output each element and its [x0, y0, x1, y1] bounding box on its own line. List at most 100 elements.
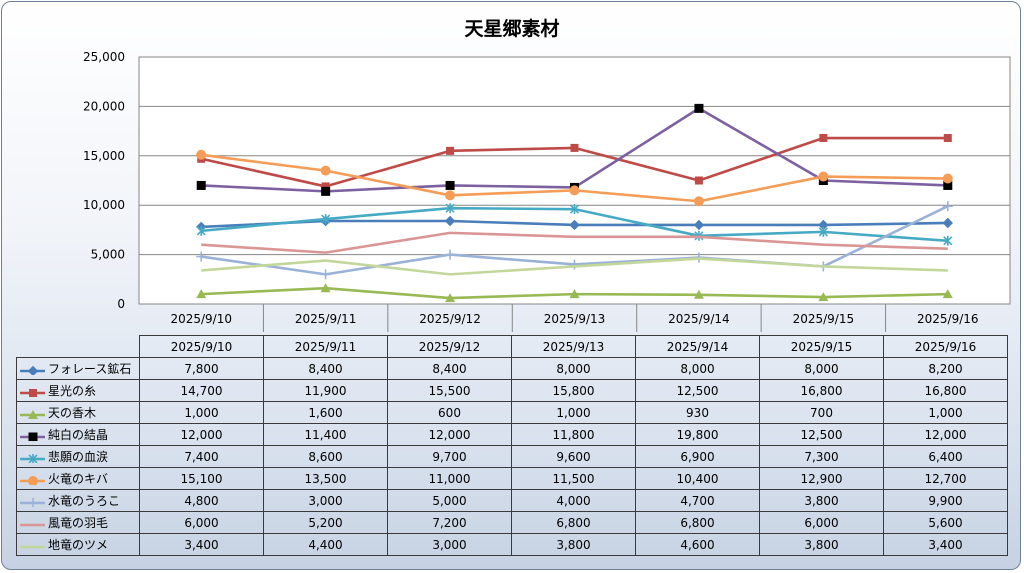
legend-key — [20, 497, 45, 507]
table-cell: 11,500 — [511, 467, 636, 490]
table-cell: 16,800 — [883, 379, 1008, 402]
legend-key — [20, 432, 45, 441]
data-point — [694, 103, 704, 113]
table-cell: 5,600 — [883, 511, 1008, 534]
x-tick-label: 2025/9/13 — [544, 312, 606, 326]
table-cell: 13,500 — [263, 467, 388, 490]
table-cell: 12,000 — [883, 423, 1008, 446]
legend-marker — [28, 453, 38, 463]
table-cell: 4,000 — [511, 489, 636, 512]
table-cell: 4,800 — [139, 489, 264, 512]
data-point — [942, 201, 953, 212]
series-name: 水竜のうろこ — [48, 494, 121, 508]
table-row: 火竜のキバ 15,100 13,500 11,000 11,500 10,400 12,90… — [16, 467, 1008, 490]
data-point — [446, 146, 455, 155]
series-name: 天の香木 — [48, 406, 97, 420]
table-cell: 9,900 — [883, 489, 1008, 512]
y-tick-label: 15,000 — [83, 149, 125, 163]
table-row: 風竜の羽毛 6,000 5,200 7,200 6,800 6,800 6,000 5,600 — [16, 511, 1008, 534]
data-point — [321, 186, 331, 196]
data-point — [693, 196, 704, 207]
data-point — [196, 289, 207, 299]
data-point — [320, 283, 331, 293]
data-point — [943, 134, 952, 143]
table-cell: 6,900 — [635, 445, 760, 468]
table-cell: 1,000 — [883, 401, 1008, 424]
table-cell: 6,800 — [635, 511, 760, 534]
table-cell: 12,500 — [759, 423, 884, 446]
table-cell: 10,400 — [635, 467, 760, 490]
data-point — [942, 217, 953, 229]
legend-key — [20, 388, 45, 397]
data-point — [818, 292, 829, 302]
legend-key — [20, 409, 45, 419]
x-tick-label: 2025/9/10 — [170, 312, 232, 326]
series-legend-cell: 天の香木 — [16, 401, 140, 424]
table-cell: 8,000 — [635, 357, 760, 380]
x-tick-label: 2025/9/15 — [793, 312, 855, 326]
data-point — [445, 203, 455, 214]
table-cell: 3,000 — [387, 533, 512, 556]
y-tick-label: 10,000 — [83, 198, 125, 212]
table-date-header: 2025/9/13 — [511, 335, 636, 358]
table-cell: 12,500 — [635, 379, 760, 402]
table-cell: 19,800 — [635, 423, 760, 446]
data-point — [320, 269, 331, 280]
series-name: 風竜の羽毛 — [48, 516, 109, 530]
table-cell: 11,900 — [263, 379, 388, 402]
table-cell: 7,200 — [387, 511, 512, 534]
series-8 — [201, 231, 948, 254]
table-cell: 14,700 — [139, 379, 264, 402]
legend-marker — [29, 388, 37, 397]
data-point — [569, 289, 580, 299]
series-name: 地竜のツメ — [48, 538, 109, 552]
series-name: 悲願の血涙 — [48, 450, 109, 464]
table-cell: 3,800 — [759, 533, 884, 556]
data-point — [445, 180, 455, 190]
data-table: 2025/9/10 2025/9/11 2025/9/12 2025/9/13 2025… — [16, 335, 1008, 556]
series-legend-cell: 火竜のキバ — [16, 467, 140, 490]
legend-key — [20, 453, 45, 463]
table-row: 悲願の血涙 7,400 8,600 9,700 9,600 6,900 7,300 6,400 — [16, 445, 1008, 468]
data-point — [196, 180, 206, 190]
data-point — [569, 204, 580, 215]
y-tick-label: 20,000 — [83, 99, 125, 113]
table-date-header: 2025/9/12 — [387, 335, 512, 358]
series-line — [201, 231, 948, 254]
table-cell: 12,000 — [139, 423, 264, 446]
table-cell: 4,600 — [635, 533, 760, 556]
data-point — [693, 289, 704, 299]
x-tick-label: 2025/9/14 — [668, 312, 730, 326]
legend-key — [20, 545, 45, 548]
table-cell: 11,400 — [263, 423, 388, 446]
table-cell: 12,700 — [883, 467, 1008, 490]
table-cell: 5,200 — [263, 511, 388, 534]
legend-key — [20, 365, 45, 375]
table-row: 地竜のツメ 3,400 4,400 3,000 3,800 4,600 3,800 3,400 — [16, 533, 1008, 556]
table-row: 星光の糸 14,700 11,900 15,500 15,800 12,500 16,800… — [16, 379, 1008, 402]
series-name: 火竜のキバ — [48, 472, 109, 486]
table-cell: 8,600 — [263, 445, 388, 468]
data-point — [818, 171, 829, 182]
table-cell: 16,800 — [759, 379, 884, 402]
table-cell: 6,000 — [139, 511, 264, 534]
line-chart: 0 5,000 10,000 15,000 20,000 25,000 2025/9/10 2… — [83, 50, 1011, 332]
table-date-header: 2025/9/15 — [759, 335, 884, 358]
series-6 — [196, 149, 953, 207]
table-cell: 7,800 — [139, 357, 264, 380]
table-cell: 1,000 — [511, 401, 636, 424]
y-tick-label: 25,000 — [83, 50, 125, 64]
legend-marker — [28, 497, 38, 507]
data-point — [943, 235, 953, 246]
table-row: 天の香木 1,000 1,600 600 1,000 930 700 1,000 — [16, 401, 1008, 424]
data-point — [942, 289, 953, 299]
legend-key — [20, 523, 45, 526]
table-cell: 700 — [759, 401, 884, 424]
series-legend-cell: 水竜のうろこ — [16, 489, 140, 512]
table-cell: 6,400 — [883, 445, 1008, 468]
legend-marker — [27, 365, 39, 375]
table-date-header: 2025/9/11 — [263, 335, 388, 358]
data-point — [445, 249, 456, 260]
table-date-header: 2025/9/14 — [635, 335, 760, 358]
